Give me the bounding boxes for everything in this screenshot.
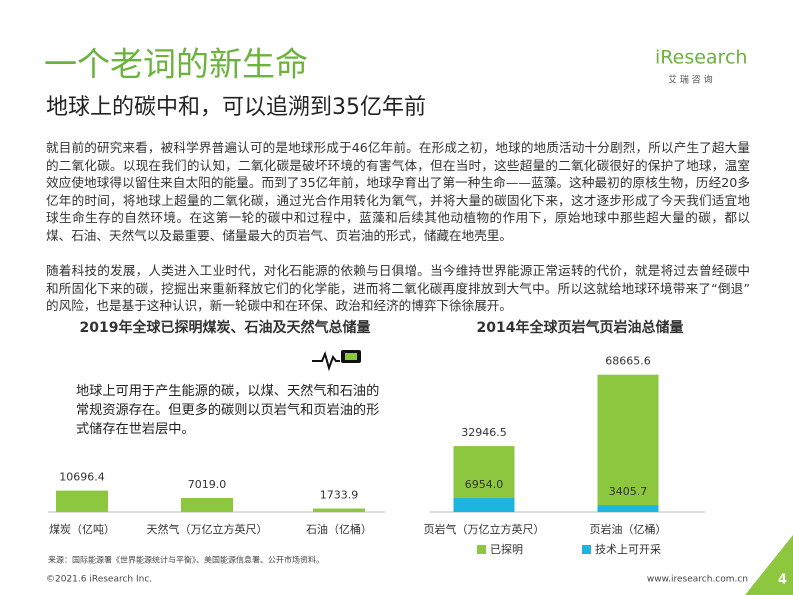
bar <box>56 490 108 512</box>
bar <box>597 374 659 512</box>
value-label: 3405.7 <box>609 485 648 498</box>
x-tick-label: 页岩油（亿桶） <box>590 522 667 536</box>
value-label: 7019.0 <box>188 478 227 491</box>
bar <box>597 505 659 512</box>
legend-label: 已探明 <box>490 543 523 556</box>
value-label: 32946.5 <box>461 426 507 439</box>
legend-swatch <box>582 545 591 554</box>
page-number: 4 <box>778 573 787 588</box>
logo: iResearch <box>655 47 747 69</box>
x-tick-label: 页岩气（万亿立方英尺） <box>424 522 545 536</box>
x-tick-label: 石油（亿桶） <box>306 522 372 536</box>
website: www.iresearch.com.cn <box>647 575 748 585</box>
paragraph: 随着科技的发展，人类进入工业时代，对化石能源的依赖与日俱增。当今维持世界能源正常… <box>46 263 750 314</box>
battery-icon <box>312 350 361 372</box>
value-label: 1733.9 <box>320 489 359 502</box>
source: 来源：国际能源署《世界能源统计与平衡》、美国能源信息署、公开市场资料。 <box>48 555 324 565</box>
legend-swatch <box>477 545 486 554</box>
subtitle: 地球上的碳中和，可以追溯到35亿年前 <box>46 95 426 120</box>
copyright: ©2021.6 iResearch Inc. <box>46 575 152 585</box>
annotation: 地球上可用于产生能源的碳，以煤、天然气和石油的常规资源存在。但更多的碳则以页岩气… <box>76 384 380 437</box>
bar <box>181 497 233 512</box>
chart-title: 2014年全球页岩气页岩油总储量 <box>477 319 684 336</box>
corner <box>745 535 793 595</box>
legend-label: 技术上可开采 <box>595 543 661 556</box>
bar <box>453 498 515 512</box>
paragraph: 就目前的研究来看，被科学界普遍认可的是地球形成于46亿年前。在形成之初，地球的地… <box>46 140 750 243</box>
x-tick-label: 天然气（万亿立方英尺） <box>147 522 268 536</box>
value-label: 6954.0 <box>465 478 504 491</box>
x-tick-label: 煤炭（亿吨） <box>49 523 115 536</box>
value-label: 10696.4 <box>59 471 105 484</box>
title: 一个老词的新生命 <box>44 45 308 84</box>
bar <box>313 508 365 512</box>
chart-title: 2019年全球已探明煤炭、石油及天然气总储量 <box>80 319 371 336</box>
value-label: 68665.6 <box>605 355 651 368</box>
logo-cn: 艾 瑞 咨 询 <box>668 74 713 86</box>
